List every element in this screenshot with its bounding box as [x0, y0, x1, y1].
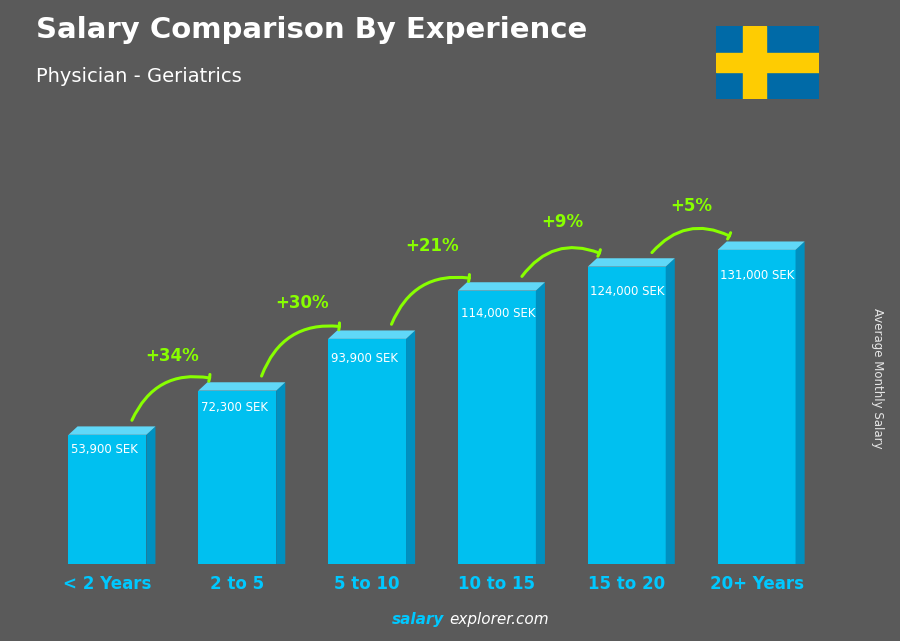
- Text: Physician - Geriatrics: Physician - Geriatrics: [36, 67, 242, 87]
- Text: +30%: +30%: [275, 294, 329, 312]
- Polygon shape: [406, 331, 415, 564]
- Polygon shape: [717, 250, 796, 564]
- Polygon shape: [588, 258, 675, 267]
- Polygon shape: [147, 426, 156, 564]
- Bar: [716, 53, 819, 72]
- Text: 53,900 SEK: 53,900 SEK: [71, 442, 138, 456]
- Polygon shape: [588, 267, 666, 564]
- Text: 114,000 SEK: 114,000 SEK: [461, 307, 536, 320]
- Polygon shape: [68, 435, 147, 564]
- Polygon shape: [796, 242, 805, 564]
- Text: +5%: +5%: [670, 197, 713, 215]
- Text: salary: salary: [392, 612, 444, 627]
- Polygon shape: [458, 282, 545, 290]
- Text: 72,300 SEK: 72,300 SEK: [201, 401, 268, 414]
- Text: +34%: +34%: [146, 347, 199, 365]
- Text: 131,000 SEK: 131,000 SEK: [720, 269, 795, 281]
- Polygon shape: [536, 282, 545, 564]
- Text: 124,000 SEK: 124,000 SEK: [590, 285, 665, 297]
- Polygon shape: [458, 290, 536, 564]
- Polygon shape: [717, 242, 805, 250]
- Polygon shape: [276, 382, 285, 564]
- Text: Salary Comparison By Experience: Salary Comparison By Experience: [36, 16, 587, 44]
- Text: +9%: +9%: [541, 213, 583, 231]
- Bar: [743, 26, 766, 99]
- Text: Average Monthly Salary: Average Monthly Salary: [871, 308, 884, 449]
- Text: explorer.com: explorer.com: [449, 612, 549, 627]
- Polygon shape: [198, 382, 285, 390]
- Polygon shape: [666, 258, 675, 564]
- Text: 93,900 SEK: 93,900 SEK: [330, 353, 398, 365]
- Polygon shape: [328, 339, 406, 564]
- Polygon shape: [328, 331, 415, 339]
- Text: +21%: +21%: [405, 237, 459, 254]
- Polygon shape: [68, 426, 156, 435]
- Polygon shape: [198, 390, 276, 564]
